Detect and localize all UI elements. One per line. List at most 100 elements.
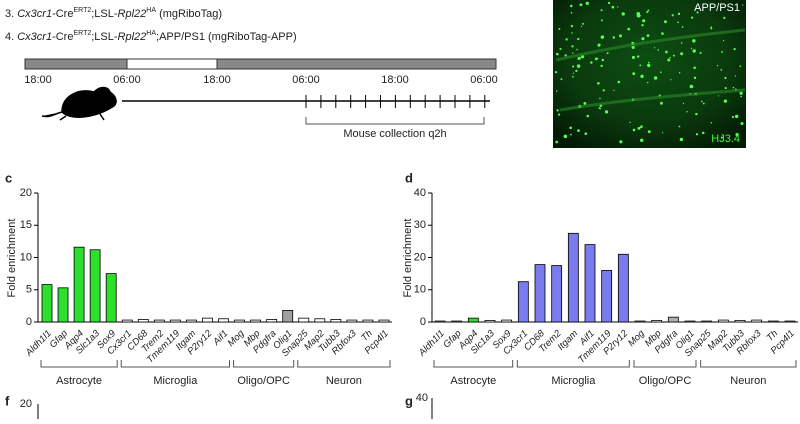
bar — [701, 320, 713, 323]
dot — [659, 71, 662, 74]
dot — [613, 89, 615, 92]
dot — [637, 126, 641, 130]
dot — [577, 56, 581, 61]
dot — [717, 95, 720, 97]
dot — [722, 39, 725, 42]
dot — [646, 34, 650, 38]
dot — [583, 101, 587, 105]
dot — [682, 102, 685, 105]
bar — [137, 319, 149, 323]
dot — [559, 47, 562, 50]
bar — [734, 319, 746, 323]
dot — [632, 72, 636, 76]
dot — [681, 26, 684, 28]
dot — [556, 52, 559, 56]
text: 3. — [5, 8, 17, 20]
dot — [723, 99, 728, 103]
dot — [602, 89, 605, 92]
text: ;LSL- — [91, 8, 118, 20]
bar — [266, 319, 278, 323]
dot — [720, 68, 723, 71]
dot — [577, 129, 580, 133]
bar — [667, 316, 679, 323]
dot — [576, 64, 581, 68]
bar — [534, 264, 546, 323]
bar — [330, 319, 342, 323]
dot — [570, 24, 574, 28]
dot — [612, 36, 615, 39]
dot — [621, 12, 625, 16]
text: Cx3cr1 — [17, 31, 52, 43]
dot — [632, 128, 636, 132]
dot — [617, 6, 619, 8]
dot — [631, 45, 635, 49]
dot — [579, 3, 583, 7]
dot — [661, 32, 664, 35]
dot — [601, 58, 605, 62]
y-tick-label: 10 — [20, 251, 32, 263]
dot — [731, 115, 734, 119]
bar — [617, 253, 629, 323]
bar — [169, 319, 181, 323]
dot — [641, 24, 644, 27]
dot — [669, 56, 671, 59]
mouse-icon — [41, 86, 117, 121]
dot — [701, 100, 703, 103]
dot — [659, 101, 663, 105]
dot — [641, 37, 645, 41]
dot — [710, 27, 713, 30]
bar — [501, 319, 513, 323]
dot — [636, 11, 641, 16]
group-bracket — [433, 360, 514, 368]
panel-label: c — [5, 170, 12, 185]
bar — [250, 319, 262, 323]
dot — [555, 140, 559, 144]
dot — [641, 125, 643, 127]
bar — [684, 320, 696, 323]
group-bracket — [297, 360, 391, 368]
dot — [742, 4, 744, 6]
dot — [710, 26, 712, 28]
group-bracket — [700, 360, 797, 368]
dot — [647, 64, 651, 68]
dot — [680, 42, 683, 44]
y-tick-label: 40 — [414, 187, 426, 199]
dot — [678, 125, 681, 128]
y-tick-label: 15 — [20, 219, 32, 231]
dot — [657, 49, 660, 51]
bar — [484, 319, 496, 323]
dot — [671, 14, 674, 17]
dot — [680, 52, 684, 56]
dot — [670, 79, 672, 81]
bar — [651, 319, 663, 323]
micrograph — [553, 0, 746, 148]
dot — [716, 64, 719, 67]
y-tick-label: 10 — [414, 284, 426, 296]
dot — [734, 75, 737, 77]
dot — [723, 16, 726, 19]
dot — [570, 133, 572, 136]
dot — [570, 11, 573, 14]
text: ;LSL- — [91, 31, 118, 43]
dot — [647, 130, 651, 134]
bar — [89, 249, 101, 323]
dot — [598, 107, 601, 110]
dot — [699, 51, 702, 54]
dot — [555, 90, 558, 92]
bar — [41, 284, 53, 323]
image-label: APP/PS1 — [694, 2, 740, 14]
y-axis-label: Fold enrichment — [402, 219, 414, 298]
bar — [601, 269, 613, 323]
dot — [597, 81, 600, 85]
dot — [572, 65, 575, 68]
genotype-line: 4. Cx3cr1-CreERT2;LSL-Rpl22HA;APP/PS1 (m… — [5, 30, 297, 43]
dot — [558, 27, 561, 30]
group-label: Microglia — [551, 375, 596, 387]
bar — [551, 265, 563, 323]
collection-label: Mouse collection q2h — [343, 128, 446, 140]
text: -Cre — [52, 8, 73, 20]
dot — [572, 72, 574, 74]
y-tick-label: 20 — [20, 398, 32, 410]
dot — [554, 71, 558, 74]
y-tick-label: 20 — [20, 187, 32, 199]
